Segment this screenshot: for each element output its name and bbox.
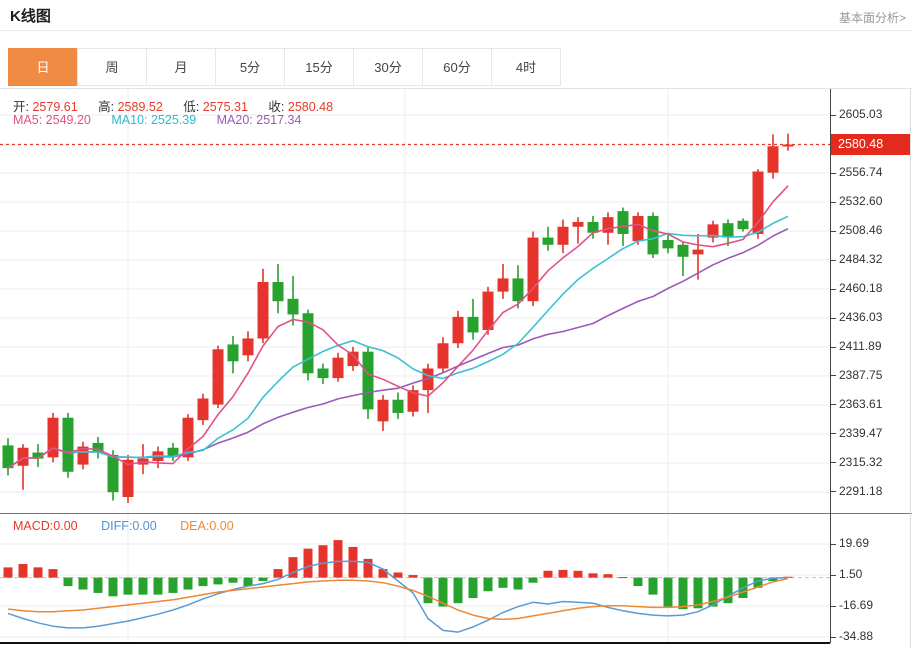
tab-month[interactable]: 月 bbox=[146, 48, 216, 86]
y-axis-label: 2363.61 bbox=[839, 396, 883, 411]
dea-value: DEA:0.00 bbox=[180, 519, 234, 533]
y-axis-tick bbox=[831, 202, 836, 203]
y-axis: 2605.03 2556.74 2532.60 2508.46 2484.32 2460.… bbox=[830, 89, 912, 643]
y-axis-tick bbox=[831, 433, 836, 434]
y-axis-tick bbox=[831, 318, 836, 319]
y-axis-label: 1.50 bbox=[839, 567, 863, 582]
ma-readout: MA5: 2549.20 MA10: 2525.39 MA20: 2517.34 bbox=[13, 113, 318, 127]
y-axis-label: 2291.18 bbox=[839, 483, 883, 498]
y-axis-label: 2532.60 bbox=[839, 194, 883, 209]
tab-4hour[interactable]: 4时 bbox=[491, 48, 561, 86]
ma20-value: 2517.34 bbox=[256, 113, 302, 127]
y-axis-line bbox=[830, 89, 831, 643]
ma10-value: 2525.39 bbox=[150, 113, 197, 127]
y-axis-tick bbox=[831, 260, 836, 261]
low-label: 低: bbox=[183, 100, 200, 114]
title-divider bbox=[0, 30, 912, 31]
y-axis-label: 2315.32 bbox=[839, 454, 883, 469]
ma10-label: MA10: bbox=[111, 113, 148, 127]
ohlc-readout: 开: 2579.61 高: 2589.52 低: 2575.31 收: 2580… bbox=[13, 96, 350, 115]
ma5-value: 2549.20 bbox=[45, 113, 91, 127]
y-axis-label: 2460.18 bbox=[839, 281, 883, 295]
y-axis-tick bbox=[831, 375, 836, 376]
y-axis-tick bbox=[831, 115, 836, 116]
y-axis-label: 2411.89 bbox=[839, 339, 882, 353]
y-axis-tick bbox=[831, 231, 836, 232]
y-axis-tick bbox=[831, 347, 836, 348]
tab-5min[interactable]: 5分 bbox=[215, 48, 285, 86]
page-title: K线图 bbox=[10, 8, 51, 25]
y-axis-label: 19.69 bbox=[839, 536, 870, 551]
macd-value: MACD:0.00 bbox=[13, 519, 78, 533]
current-price-label: 2580.48 bbox=[831, 134, 911, 155]
open-label: 开: bbox=[13, 100, 29, 114]
y-axis-tick bbox=[831, 491, 836, 492]
diff-value: DIFF:0.00 bbox=[101, 519, 157, 533]
open-value: 2579.61 bbox=[32, 100, 78, 114]
y-axis-tick bbox=[831, 289, 836, 290]
y-axis-label: -16.69 bbox=[839, 598, 874, 613]
low-value: 2575.31 bbox=[202, 100, 248, 114]
chart-card: 2605.03 2556.74 2532.60 2508.46 2484.32 2460.… bbox=[0, 88, 912, 648]
y-axis-tick bbox=[831, 606, 836, 607]
fundamental-analysis-link[interactable]: 基本面分析> bbox=[838, 11, 906, 25]
y-axis-label: 2484.32 bbox=[839, 252, 883, 266]
period-tabs: 日周月 5分 15分 30分 60分 4时 bbox=[8, 48, 561, 86]
y-axis-tick bbox=[831, 404, 836, 405]
tab-30min[interactable]: 30分 bbox=[353, 48, 423, 86]
tab-week[interactable]: 周 bbox=[77, 48, 147, 86]
high-value: 2589.52 bbox=[117, 100, 163, 114]
ma5-label: MA5: bbox=[13, 113, 43, 127]
y-axis-label: 2387.75 bbox=[839, 367, 883, 382]
tab-day[interactable]: 日 bbox=[8, 48, 78, 86]
y-axis-label: 2605.03 bbox=[839, 107, 883, 122]
high-label: 高: bbox=[98, 100, 115, 114]
tab-15min[interactable]: 15分 bbox=[284, 48, 354, 86]
y-axis-tick bbox=[831, 544, 836, 545]
y-axis-tick bbox=[831, 173, 836, 174]
y-axis-label: 2339.47 bbox=[839, 425, 883, 440]
y-axis-tick bbox=[831, 637, 836, 638]
tab-60min[interactable]: 60分 bbox=[422, 48, 492, 86]
y-axis-label: 2436.03 bbox=[839, 310, 883, 324]
candlestick-chart-canvas[interactable] bbox=[0, 89, 830, 513]
y-axis-label: 2508.46 bbox=[839, 223, 883, 238]
y-axis-label: 2556.74 bbox=[839, 165, 883, 180]
close-value: 2580.48 bbox=[287, 100, 334, 114]
panel-separator bbox=[0, 513, 912, 514]
card-right-border bbox=[910, 89, 911, 648]
close-label: 收: bbox=[268, 100, 285, 114]
ma20-label: MA20: bbox=[216, 113, 253, 127]
macd-chart-canvas[interactable] bbox=[0, 513, 830, 648]
y-axis-label: -34.88 bbox=[839, 629, 874, 644]
y-axis-tick bbox=[831, 575, 836, 576]
y-axis-tick bbox=[831, 462, 836, 463]
macd-readout: MACD:0.00 DIFF:0.00 DEA:0.00 bbox=[13, 519, 254, 533]
